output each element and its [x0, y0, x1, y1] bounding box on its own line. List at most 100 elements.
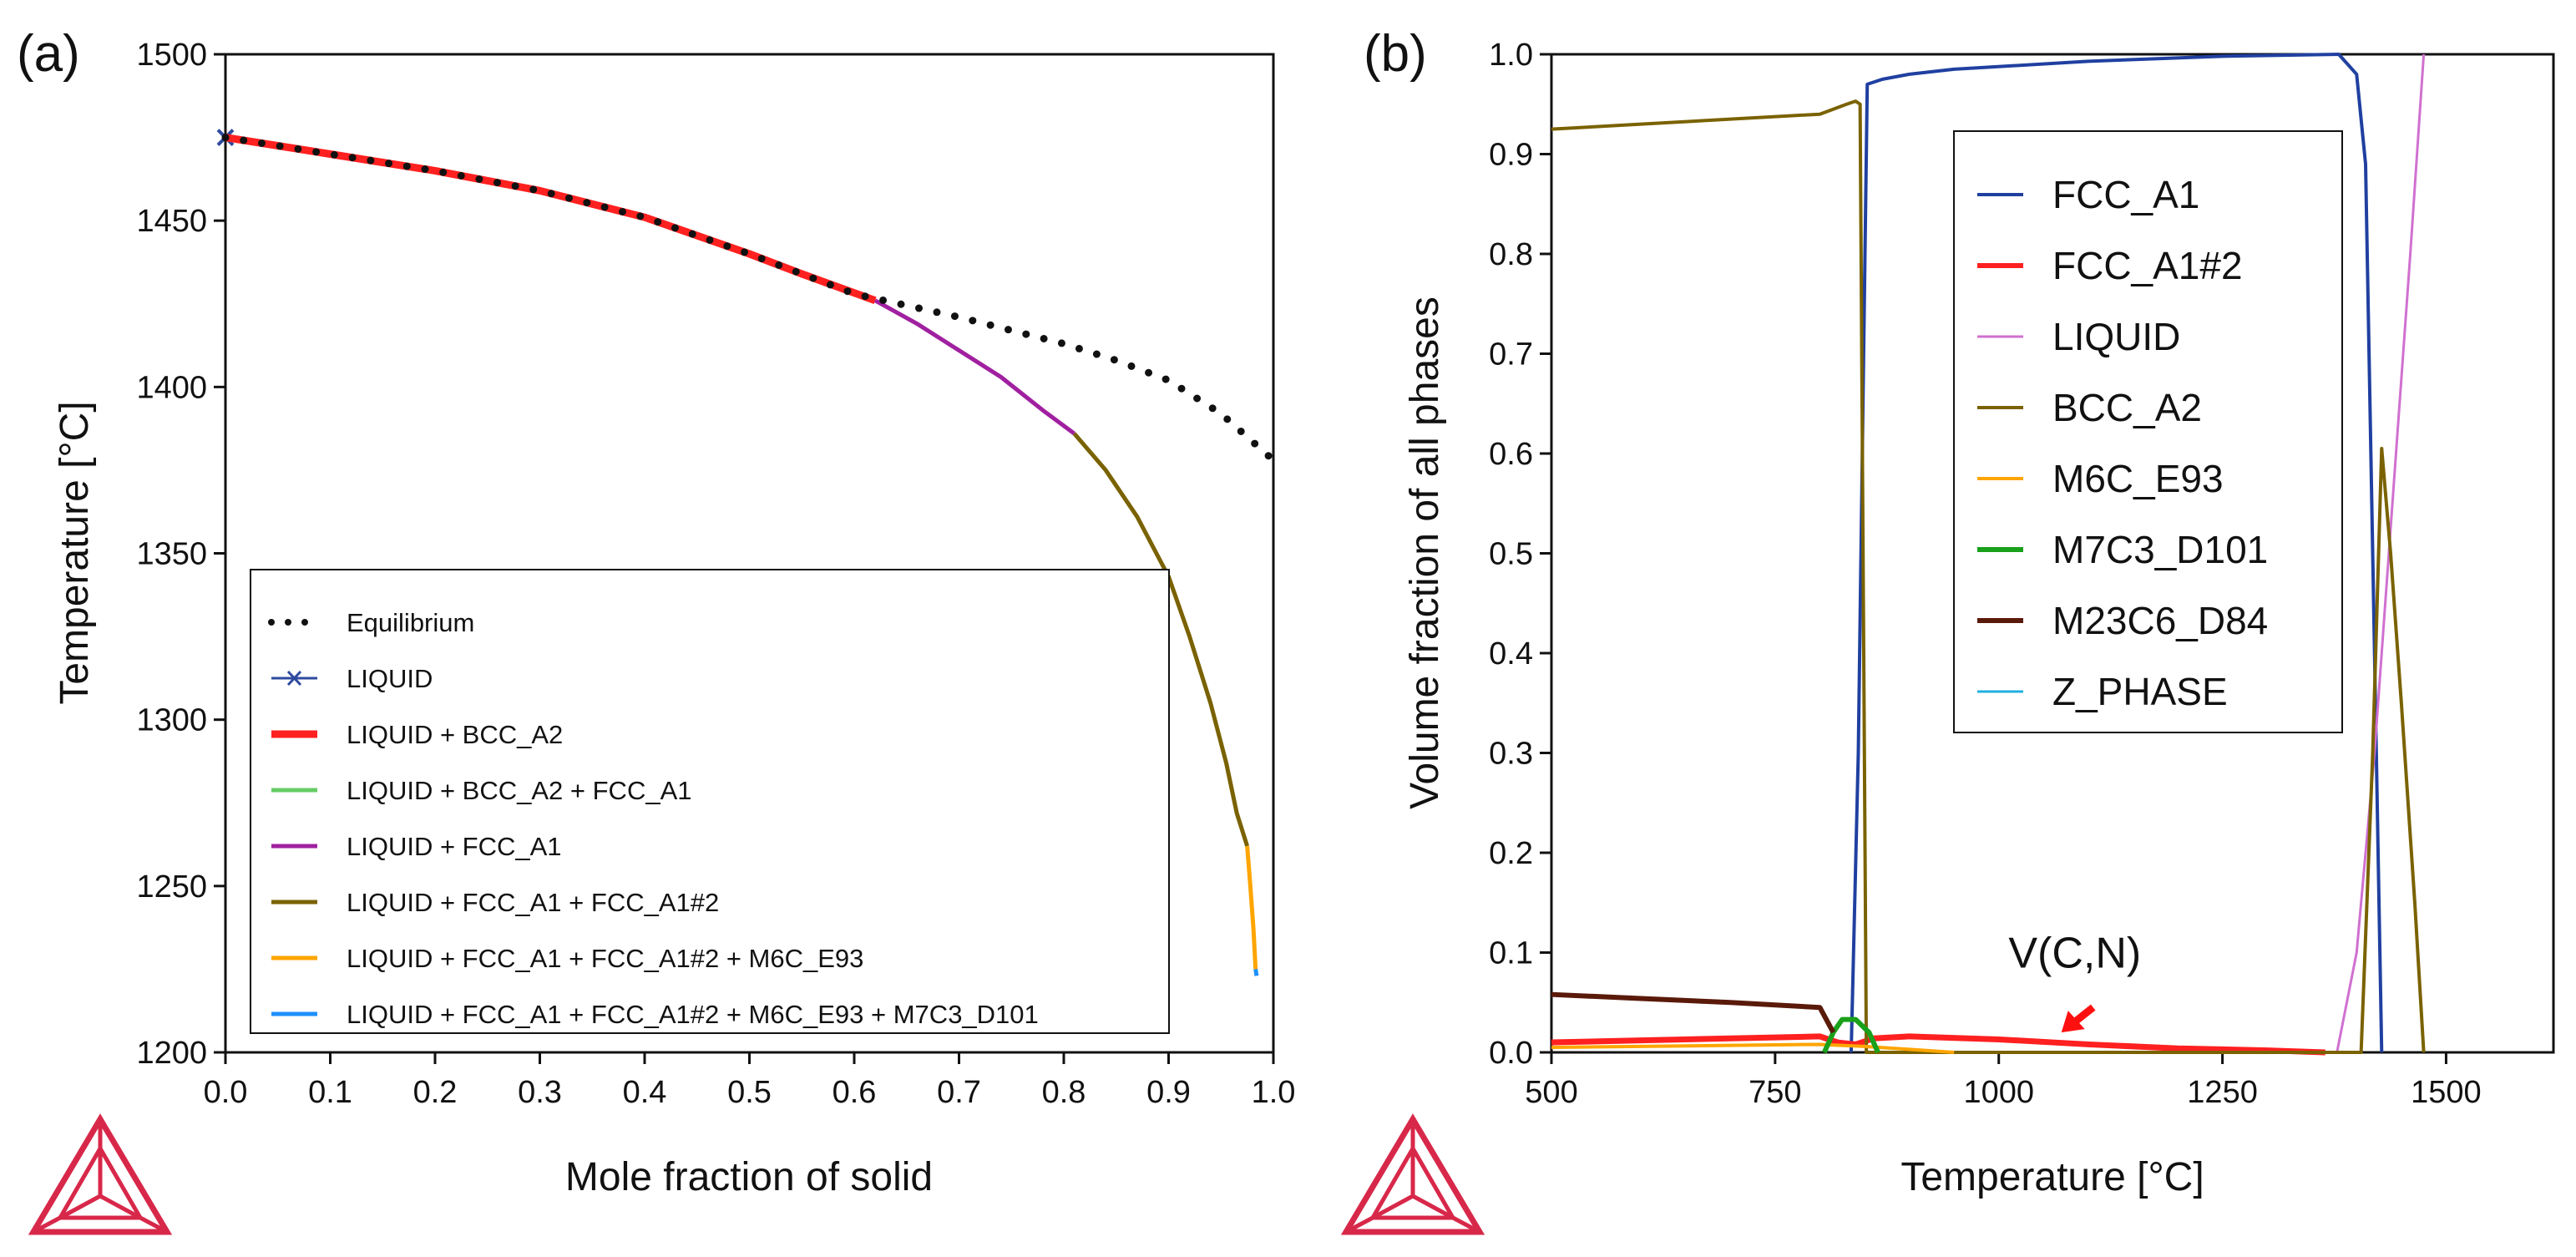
legend-label: Equilibrium — [347, 608, 474, 637]
panel-b-legend-entries: FCC_A1 FCC_A1#2 LIQUID BCC_A2 M6C_E93 M7C3_D1… — [1977, 173, 2268, 713]
panel-a-x-axis-ticks: 0.0 0.1 0.2 0.3 0.4 0.5 0.6 0.7 0.8 0.9 1.0 — [204, 1052, 1296, 1110]
legend-label: FCC_A1 — [2052, 173, 2199, 216]
panel-b-legend-item: FCC_A1 — [1977, 173, 2199, 216]
panel-a-legend-box — [250, 569, 1170, 1034]
panel-a-series-liquid-fcc-a1-line — [873, 298, 1076, 436]
panel-a-series-liquid-fcc-a1-fcc-a1-2-line — [1072, 432, 1250, 847]
panel-b-y-tick-label: 0.9 — [1489, 138, 1533, 173]
panel-b-legend-box — [1953, 130, 2343, 733]
panel-b-y-tick-label: 0.8 — [1489, 237, 1533, 272]
panel-b-x-tick-label: 1250 — [2187, 1075, 2258, 1110]
panel-b-x-tick-label: 1000 — [1963, 1075, 2034, 1110]
panel-a-x-tick-label: 0.4 — [623, 1075, 667, 1110]
panel-b-legend-item: M6C_E93 — [1977, 457, 2224, 500]
panel-b-y-tick-label: 0.2 — [1489, 836, 1533, 871]
panel-b-y-tick-label: 0.3 — [1489, 737, 1533, 772]
panel-a-legend-item: LIQUID + BCC_A2 — [271, 720, 563, 749]
panel-a-label: (a) — [17, 25, 80, 83]
panel-a-x-tick-label: 0.5 — [727, 1075, 772, 1110]
legend-label: LIQUID + BCC_A2 + FCC_A1 — [347, 776, 692, 805]
panel-a-y-axis-title: Temperature [°C] — [53, 401, 97, 704]
panel-b-annotation: V(C,N) — [2008, 929, 2141, 1033]
panel-b-legend-item: M23C6_D84 — [1977, 599, 2268, 642]
panel-a-legend-item: LIQUID + FCC_A1 + FCC_A1#2 + M6C_E93 — [271, 944, 863, 973]
legend-label: M7C3_D101 — [2052, 528, 2268, 571]
legend-label: LIQUID + FCC_A1 + FCC_A1#2 + M6C_E93 + M… — [347, 1000, 1039, 1029]
panel-b-series-m6c-e93-line — [1551, 1042, 1955, 1054]
legend-label: FCC_A1#2 — [2052, 244, 2243, 287]
panel-b-y-tick-label: 0.1 — [1489, 936, 1533, 971]
legend-label: M23C6_D84 — [2052, 599, 2268, 642]
panel-a-y-tick-label: 1200 — [136, 1036, 207, 1071]
panel-a-series-liquid-fcc-a1-fcc-a1-2-m6c-e93-m7c3-d101-line — [1253, 969, 1259, 976]
panel-b-x-tick-label: 500 — [1525, 1075, 1577, 1110]
panel-a-legend-item: LIQUID + FCC_A1 + FCC_A1#2 + M6C_E93 + M… — [271, 1000, 1039, 1029]
panel-b-legend-item: Z_PHASE — [1977, 670, 2228, 713]
panel-b-series-liquid-line — [2336, 53, 2426, 1053]
panel-a-y-tick-label: 1300 — [136, 703, 207, 738]
panel-b-x-tick-label: 1500 — [2411, 1075, 2482, 1110]
panel-b: (b) 500 750 1000 1250 1500 0.00.10.20.30.40.… — [1340, 25, 2555, 1235]
legend-label: LIQUID + FCC_A1 — [347, 832, 562, 861]
legend-swatch — [271, 670, 317, 687]
panel-a-x-tick-label: 0.6 — [833, 1075, 877, 1110]
legend-label: LIQUID + FCC_A1 + FCC_A1#2 + M6C_E93 — [347, 944, 863, 973]
panel-b-series-bcc-a2-line — [1551, 99, 2426, 1054]
panel-b-x-axis-title: Temperature [°C] — [1900, 1155, 2204, 1199]
panel-a-x-tick-label: 0.9 — [1146, 1075, 1191, 1110]
legend-label: LIQUID + BCC_A2 — [347, 720, 563, 749]
panel-a: (a) 0.0 0.1 0.2 0.3 0.4 0.5 0.6 0.7 0.8 0.9 1.0 12… — [17, 25, 1296, 1235]
thermo-calc-logo-icon — [28, 1113, 173, 1235]
panel-b-series-fcc-a1-line — [1849, 53, 2384, 1053]
panel-b-label: (b) — [1364, 25, 1427, 83]
legend-label: BCC_A2 — [2052, 386, 2202, 429]
panel-b-annotation-label: V(C,N) — [2008, 929, 2141, 977]
panel-a-x-tick-label: 0.0 — [204, 1075, 248, 1110]
panel-b-series — [1551, 53, 2426, 1056]
panel-a-x-tick-label: 0.1 — [308, 1075, 352, 1110]
panel-a-x-tick-label: 0.8 — [1042, 1075, 1086, 1110]
panel-a-y-tick-label: 1400 — [136, 370, 207, 405]
panel-b-y-tick-label: 1.0 — [1489, 38, 1533, 73]
legend-label: LIQUID — [347, 664, 433, 693]
thermo-calc-logo-icon — [1340, 1113, 1485, 1235]
panel-b-legend-item: BCC_A2 — [1977, 386, 2202, 429]
panel-a-x-tick-label: 0.3 — [518, 1075, 562, 1110]
panel-a-y-axis-ticks: 1200 1250 1300 1350 1400 1450 1500 — [136, 38, 225, 1071]
panel-b-series-m23c6-d84-line — [1551, 991, 1836, 1034]
panel-a-series — [216, 129, 1278, 976]
panel-b-legend-item: LIQUID — [1977, 315, 2180, 358]
panel-a-x-tick-label: 0.2 — [413, 1075, 458, 1110]
panel-a-x-tick-label: 0.7 — [937, 1075, 981, 1110]
panel-a-x-tick-label: 1.0 — [1252, 1075, 1296, 1110]
panel-b-legend-item: FCC_A1#2 — [1977, 244, 2243, 287]
panel-b-y-axis-title: Volume fraction of all phases — [1403, 297, 1447, 809]
panel-a-legend-entries: Equilibrium LIQUID LIQUID + BCC_A2 LIQUID +… — [268, 608, 1039, 1029]
panel-b-y-tick-label: 0.0 — [1489, 1036, 1533, 1071]
panel-a-series-equilibrium-line — [221, 134, 1278, 464]
panel-a-series-liquid-bcc-a2-line — [225, 134, 877, 304]
panel-b-legend-item: M7C3_D101 — [1977, 528, 2268, 571]
panel-b-x-axis-ticks: 500 750 1000 1250 1500 — [1525, 1052, 2482, 1110]
legend-label: LIQUID — [2052, 315, 2180, 358]
panel-a-legend-item: LIQUID + BCC_A2 + FCC_A1 — [271, 776, 692, 805]
panel-a-x-axis-title: Mole fraction of solid — [565, 1155, 933, 1199]
panel-a-legend-item: LIQUID + FCC_A1 — [271, 832, 562, 861]
panel-b-y-tick-label: 0.7 — [1489, 337, 1533, 373]
panel-a-y-tick-label: 1350 — [136, 537, 207, 572]
legend-label: Z_PHASE — [2052, 670, 2228, 713]
panel-a-legend: Equilibrium LIQUID LIQUID + BCC_A2 LIQUID +… — [250, 569, 1170, 1034]
panel-a-legend-item: Equilibrium — [268, 608, 474, 637]
legend-label: LIQUID + FCC_A1 + FCC_A1#2 — [347, 888, 719, 917]
panel-b-y-tick-label: 0.6 — [1489, 437, 1533, 472]
panel-b-annotation-arrow-head-icon — [2061, 1011, 2085, 1033]
panel-a-legend-item: LIQUID — [271, 664, 433, 693]
panel-b-y-tick-label: 0.4 — [1489, 636, 1533, 672]
legend-label: M6C_E93 — [2052, 457, 2224, 500]
panel-a-y-tick-label: 1450 — [136, 204, 207, 239]
panel-a-legend-item: LIQUID + FCC_A1 + FCC_A1#2 — [271, 888, 719, 917]
panel-b-legend: FCC_A1 FCC_A1#2 LIQUID BCC_A2 M6C_E93 M7C3_D1… — [1953, 130, 2343, 733]
panel-a-y-tick-label: 1250 — [136, 869, 207, 905]
panel-a-series-liquid-fcc-a1-fcc-a1-2-m6c-e93-line — [1245, 845, 1258, 970]
